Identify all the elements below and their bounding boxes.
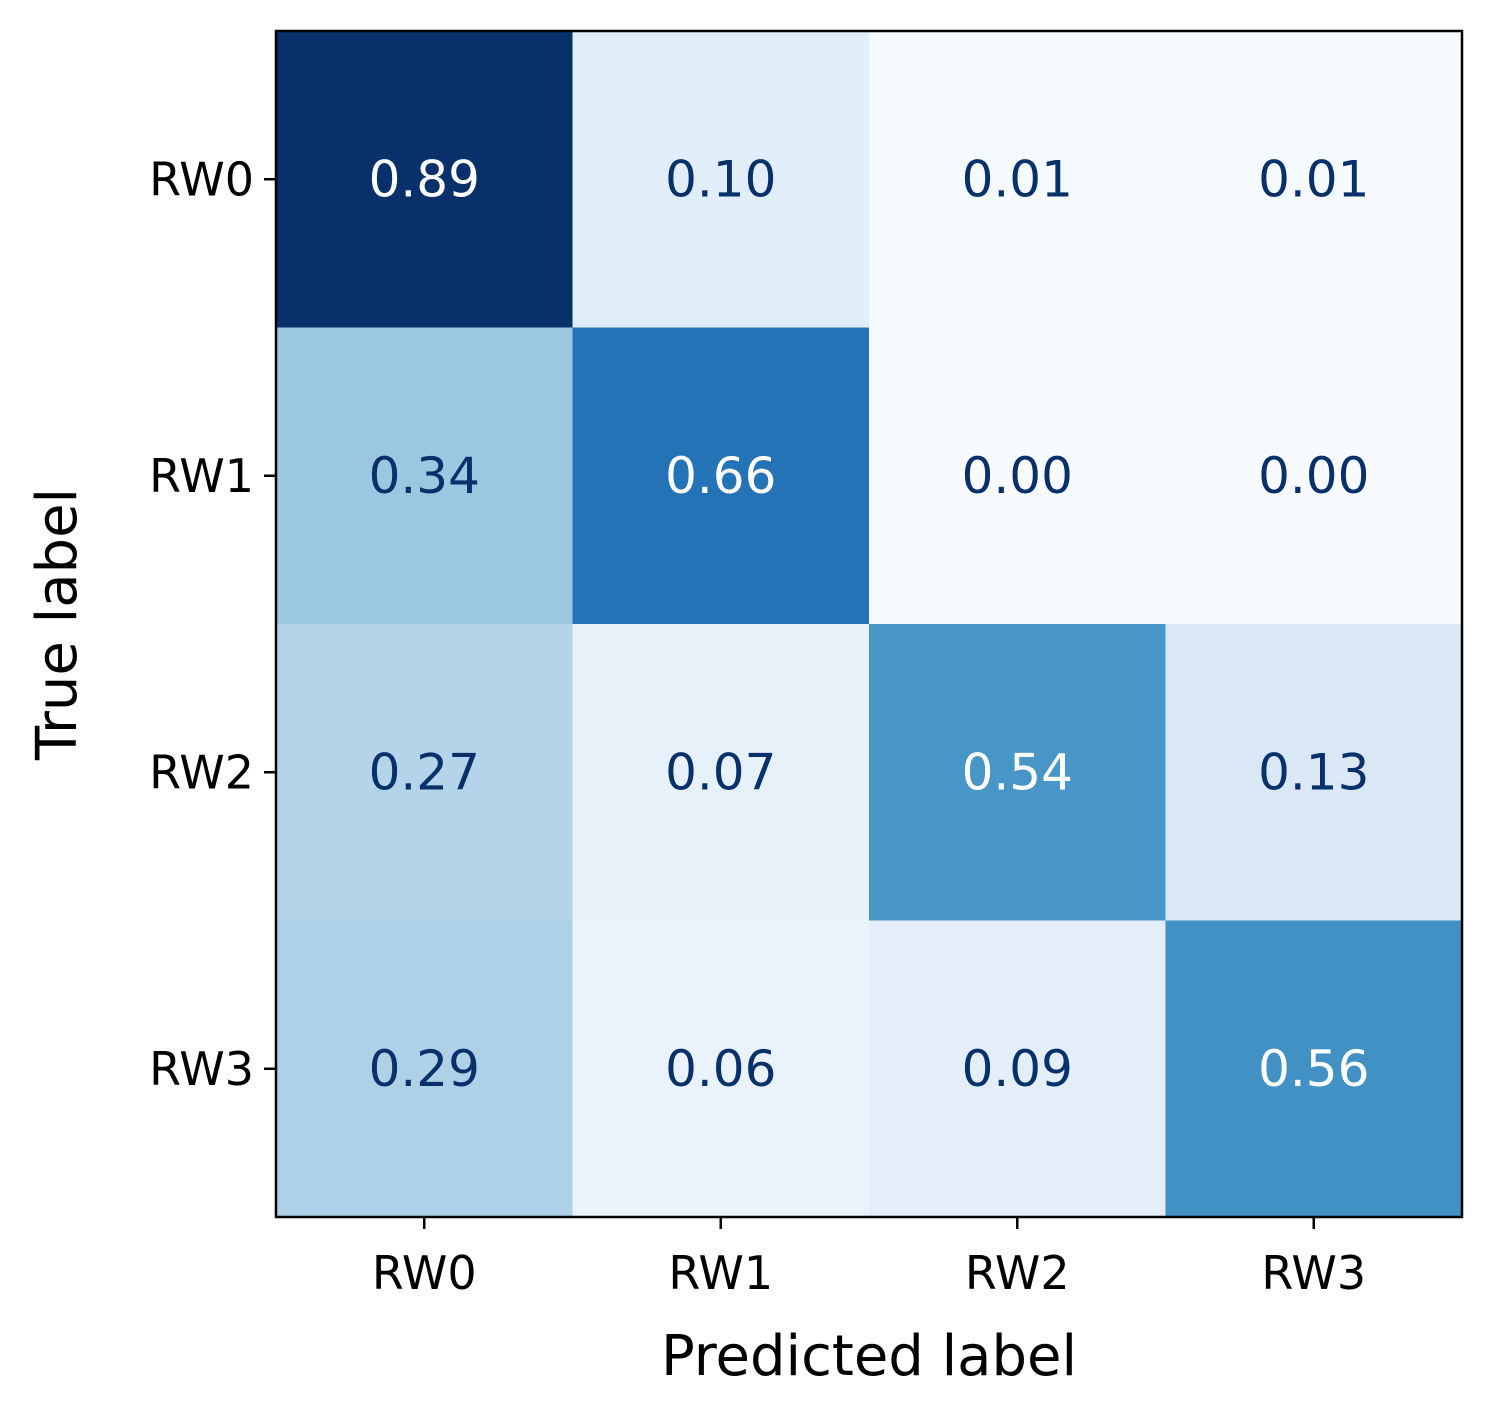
y-tick-label-0: RW0: [149, 152, 254, 206]
heatmap-cell-r0-c0: [276, 31, 574, 329]
heatmap-cell-r0-c1: [572, 31, 870, 329]
heatmap-cell-r2-c3: [1165, 624, 1463, 922]
y-axis-ticks: RW0 RW1 RW2 RW3: [149, 152, 276, 1096]
heatmap-cells: [276, 31, 1463, 1218]
cell-value-label-r0-c1: 0.10: [665, 150, 776, 208]
heatmap-cell-r3-c0: [276, 920, 574, 1218]
heatmap-cell-r2-c1: [572, 624, 870, 922]
cell-value-label-r0-c3: 0.01: [1258, 150, 1369, 208]
cell-value-label-r3-c1: 0.06: [665, 1040, 776, 1098]
y-tick-label-1: RW1: [149, 449, 254, 503]
plot-frame: [274, 29, 1464, 1219]
y-axis-label: True label: [25, 488, 90, 761]
cell-value-label-r1-c1: 0.66: [665, 447, 776, 505]
x-axis-ticks: RW0 RW1 RW2 RW3: [372, 1217, 1366, 1300]
cell-value-label-r2-c0: 0.27: [369, 743, 480, 801]
x-tick-label-1: RW1: [668, 1246, 773, 1300]
cell-value-label-r3-c2: 0.09: [962, 1040, 1073, 1098]
heatmap-cell-r2-c0: [276, 624, 574, 922]
heatmap-cell-r3-c3: [1165, 920, 1463, 1218]
heatmap-cell-r2-c2: [869, 624, 1167, 922]
heatmap-cell-r3-c1: [572, 920, 870, 1218]
cell-value-label-r2-c3: 0.13: [1258, 743, 1369, 801]
y-tick-label-3: RW3: [149, 1042, 254, 1096]
heatmap-cell-r0-c2: [869, 31, 1167, 329]
cell-value-label-r2-c2: 0.54: [962, 743, 1073, 801]
cell-value-label-r1-c2: 0.00: [962, 447, 1073, 505]
x-axis-label: Predicted label: [661, 1324, 1077, 1389]
cell-value-label-r3-c3: 0.56: [1258, 1040, 1369, 1098]
x-tick-label-3: RW3: [1261, 1246, 1366, 1300]
cell-value-label-r1-c0: 0.34: [369, 447, 480, 505]
cell-value-label-r1-c3: 0.00: [1258, 447, 1369, 505]
heatmap-cell-r3-c2: [869, 920, 1167, 1218]
heatmap-cell-r1-c3: [1165, 327, 1463, 625]
y-tick-label-2: RW2: [149, 745, 254, 799]
heatmap-cell-r1-c0: [276, 327, 574, 625]
cell-value-label-r3-c0: 0.29: [369, 1040, 480, 1098]
heatmap-cell-r1-c1: [572, 327, 870, 625]
cell-value-label-r2-c1: 0.07: [665, 743, 776, 801]
cell-value-label-r0-c2: 0.01: [962, 150, 1073, 208]
cell-value-label-r0-c0: 0.89: [369, 150, 480, 208]
heatmap-cell-r0-c3: [1165, 31, 1463, 329]
heatmap-cell-r1-c2: [869, 327, 1167, 625]
x-tick-label-2: RW2: [965, 1246, 1070, 1300]
x-tick-label-0: RW0: [372, 1246, 477, 1300]
heatmap-cell-labels: 0.89 0.10 0.01 0.01 0.34 0.66 0.00 0.00 0.27 0.07…: [369, 150, 1370, 1098]
